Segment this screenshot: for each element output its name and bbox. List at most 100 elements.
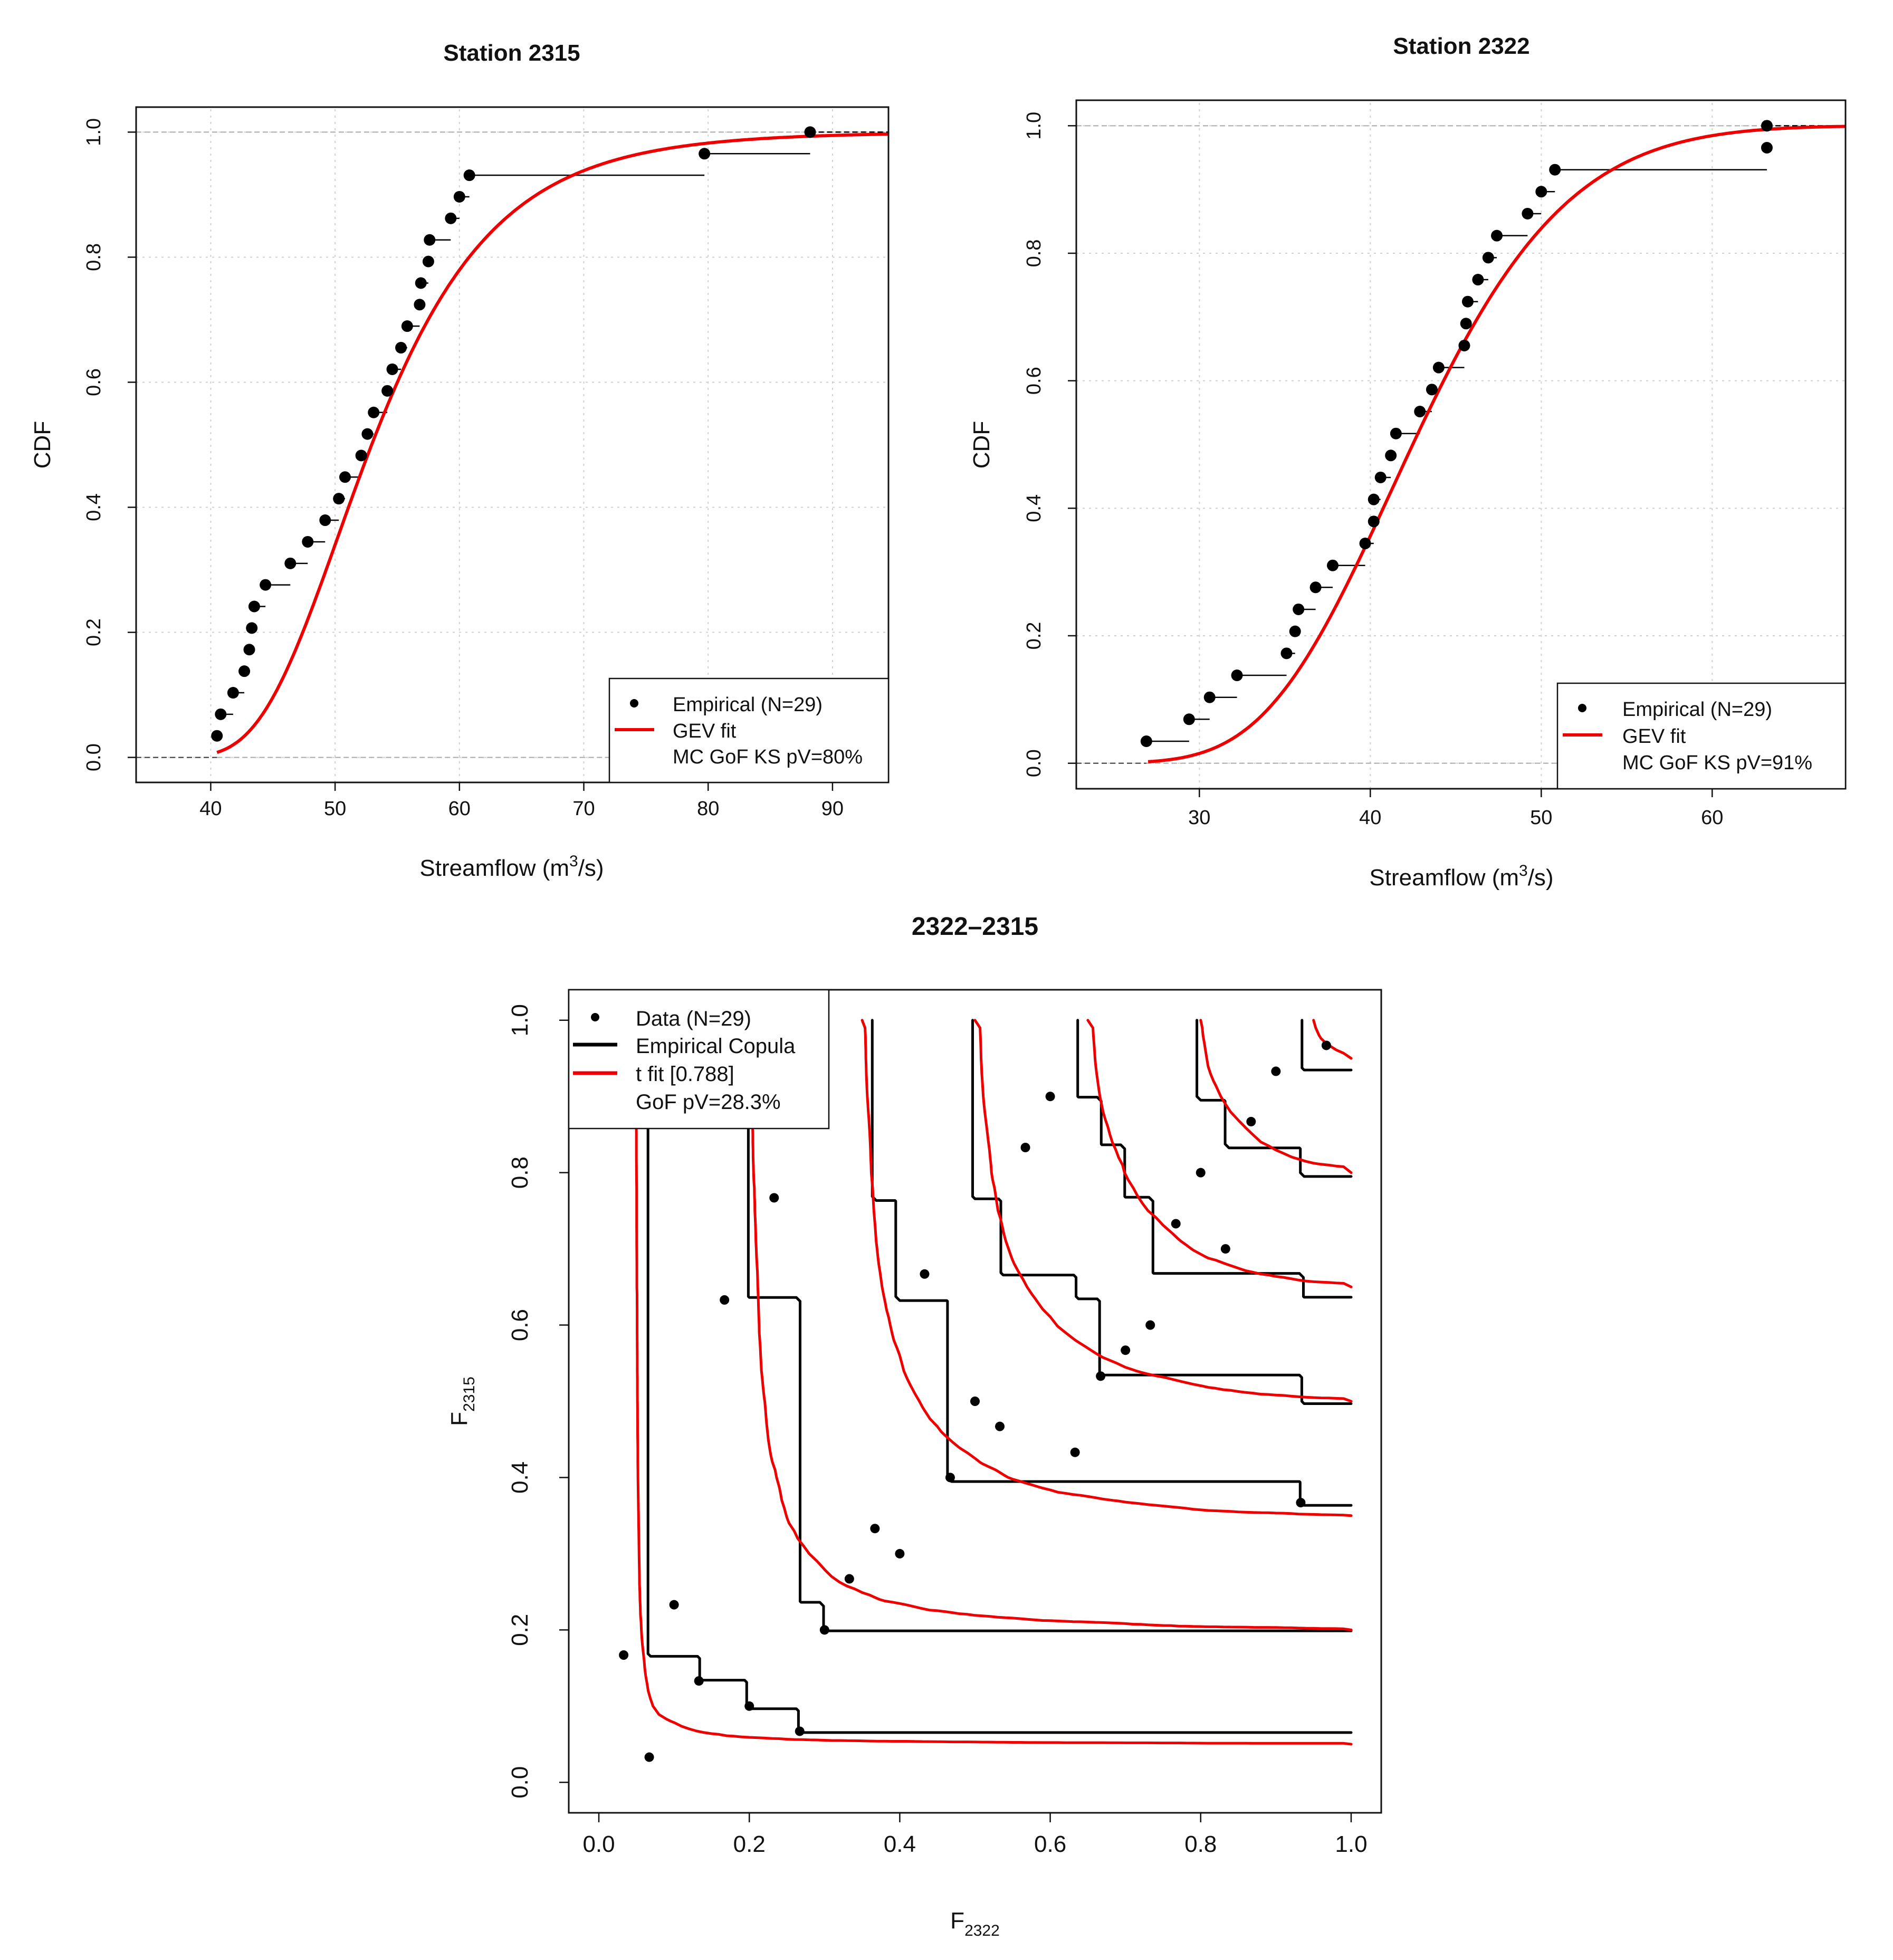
empirical-point xyxy=(1203,691,1216,703)
copula-data-point xyxy=(995,1421,1005,1431)
legend-label-empirical-copula: Empirical Copula xyxy=(636,1035,796,1058)
empirical-point xyxy=(246,622,258,634)
empirical-copula-contour xyxy=(871,1019,1353,1507)
empirical-point xyxy=(284,557,297,569)
y-tick-label: 0.0 xyxy=(83,743,105,771)
empirical-point xyxy=(424,234,436,246)
x-axis-copula: 0.0 0.2 0.4 0.6 0.8 1.0 xyxy=(582,1813,1368,1857)
copula-data-point xyxy=(1096,1371,1106,1381)
legend-label-data: Data (N=29) xyxy=(636,1007,751,1030)
empirical-point xyxy=(699,148,711,160)
empirical-point xyxy=(1458,339,1470,351)
empirical-point xyxy=(319,514,331,527)
empirical-point xyxy=(1432,361,1445,374)
empirical-point xyxy=(339,471,351,483)
grid-2322 xyxy=(1076,100,1846,789)
copula-data-point xyxy=(1020,1143,1030,1152)
y-axis-copula: 0.0 0.2 0.4 0.6 0.8 1.0 xyxy=(507,1004,569,1799)
empirical-point xyxy=(1761,120,1773,132)
y-tick-label: 0.6 xyxy=(1023,367,1045,395)
legend-box-2322 xyxy=(1556,682,1847,790)
y-tick-label: 0.8 xyxy=(1023,240,1045,267)
t-copula-fit-contour xyxy=(634,1019,1353,1746)
legend-empirical-marker-2322 xyxy=(1578,704,1586,712)
empirical-point xyxy=(243,644,255,656)
legend-label-fit-2315: GEV fit xyxy=(673,720,737,742)
legend-label-gof: GoF pV=28.3% xyxy=(636,1091,781,1114)
empirical-point xyxy=(1359,538,1371,550)
copula-data-point xyxy=(1321,1040,1331,1050)
legend-2315: Empirical (N=29) GEV fit MC GoF KS pV=80… xyxy=(608,677,890,783)
y-axis-2322: 0.0 0.2 0.4 0.6 0.8 1.0 xyxy=(1023,112,1076,777)
empirical-point xyxy=(1522,207,1534,219)
y-tick-label: 0.4 xyxy=(1023,494,1045,522)
chart-copula-2322-2315: 2322–2315 0.0 0.2 0.4 0.6 0.8 1.0 0.00.20.40.… xyxy=(446,913,1382,1939)
legend-label-empirical-2315: Empirical (N=29) xyxy=(673,694,823,716)
x-axis-label-2315: Streamflow (m3/s) xyxy=(419,853,604,881)
empirical-point xyxy=(1549,164,1561,176)
x-tick-label: 80 xyxy=(697,798,719,820)
x-tick-label: 0.4 xyxy=(884,1831,916,1857)
empirical-point xyxy=(238,665,251,677)
copula-data-point xyxy=(1070,1447,1080,1457)
plot-frame-copula xyxy=(568,989,1382,1814)
legend-empirical-marker-2315 xyxy=(630,699,638,707)
empirical-point xyxy=(1460,318,1472,330)
empirical-point xyxy=(445,212,457,224)
y-tick-label: 1.0 xyxy=(507,1004,533,1036)
empirical-copula-contour xyxy=(1301,1019,1353,1072)
y-tick-label: 0.6 xyxy=(507,1309,533,1341)
copula-data-point xyxy=(669,1600,679,1610)
legend-label-gof-2322: MC GoF KS pV=91% xyxy=(1622,752,1812,774)
copula-data-point xyxy=(819,1625,829,1635)
empirical-point xyxy=(1414,406,1426,418)
x-axis-2322: 30 40 50 60 xyxy=(1188,789,1723,829)
empirical-point xyxy=(1368,493,1380,505)
copula-data-point xyxy=(694,1676,704,1686)
x-tick-label: 40 xyxy=(1359,807,1381,829)
y-tick-label: 0.6 xyxy=(83,368,105,396)
legend-box-copula xyxy=(568,989,830,1130)
y-tick-label: 0.2 xyxy=(1023,622,1045,650)
copula-data-point xyxy=(1296,1498,1306,1508)
empirical-point xyxy=(1426,384,1438,396)
empirical-point xyxy=(1385,450,1397,462)
series-copula xyxy=(619,1019,1353,1762)
t-copula-fit-contour xyxy=(861,1019,1353,1517)
x-tick-label: 0.0 xyxy=(582,1831,615,1857)
x-tick-label: 70 xyxy=(572,798,595,820)
empirical-point xyxy=(215,708,227,720)
y-tick-label: 0.0 xyxy=(1023,749,1045,777)
chart-title-copula: 2322–2315 xyxy=(912,913,1038,941)
copula-data-point xyxy=(795,1726,805,1736)
x-axis-label-2322: Streamflow (m3/s) xyxy=(1369,862,1553,891)
empirical-point xyxy=(381,385,394,397)
empirical-point xyxy=(1390,427,1402,439)
y-tick-label: 0.8 xyxy=(507,1156,533,1189)
copula-data-point xyxy=(844,1574,854,1584)
gev-fit-curve xyxy=(216,132,888,754)
empirical-point xyxy=(386,363,398,375)
copula-data-point xyxy=(1196,1168,1206,1178)
y-tick-label: 0.8 xyxy=(83,243,105,271)
empirical-copula-contour xyxy=(971,1019,1353,1405)
copula-data-point xyxy=(1171,1219,1181,1229)
y-tick-label: 1.0 xyxy=(1023,112,1045,140)
x-tick-label: 0.2 xyxy=(733,1831,766,1857)
empirical-point xyxy=(1535,186,1547,198)
empirical-point xyxy=(414,299,426,311)
copula-data-point xyxy=(945,1473,955,1483)
empirical-point xyxy=(804,126,816,138)
y-axis-label-2322: CDF xyxy=(969,421,995,469)
t-copula-fit-contour xyxy=(1312,1019,1353,1060)
legend-label-gof-2315: MC GoF KS pV=80% xyxy=(673,746,863,768)
series-2315 xyxy=(136,126,888,758)
empirical-point xyxy=(302,536,314,548)
empirical-point xyxy=(453,190,465,203)
x-tick-label: 0.8 xyxy=(1184,1831,1217,1857)
t-copula-fit-contour xyxy=(1086,1019,1353,1288)
empirical-point xyxy=(415,277,427,289)
legend-2322: Empirical (N=29) GEV fit MC GoF KS pV=91… xyxy=(1556,682,1847,790)
